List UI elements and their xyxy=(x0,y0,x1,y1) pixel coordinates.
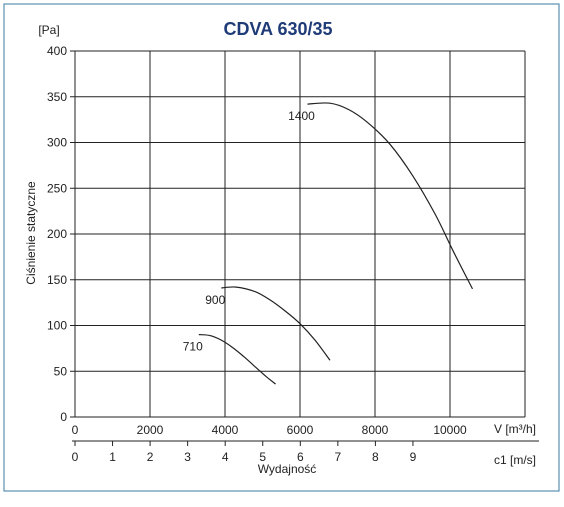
secondary-tick-label: 6 xyxy=(297,450,304,464)
secondary-tick-label: 5 xyxy=(259,450,266,464)
x-tick-label: 4000 xyxy=(212,423,239,437)
secondary-tick-label: 7 xyxy=(335,450,342,464)
y-tick-label: 0 xyxy=(60,410,67,424)
secondary-tick-label: 0 xyxy=(72,450,79,464)
x-axis-label: Wydajność xyxy=(258,462,317,476)
x-tick-label: 6000 xyxy=(287,423,314,437)
curve-label-900: 900 xyxy=(205,293,225,307)
y-tick-label: 150 xyxy=(47,273,67,287)
y-tick-label: 100 xyxy=(47,319,67,333)
curves: 710 900 1400 xyxy=(183,102,474,385)
secondary-tick-label: 3 xyxy=(184,450,191,464)
y-tick-label: 300 xyxy=(47,136,67,150)
secondary-tick-label: 2 xyxy=(147,450,154,464)
curve-710 xyxy=(198,334,276,385)
secondary-axis: 0 1 2 3 4 5 6 7 8 9 xyxy=(72,440,539,464)
curve-900 xyxy=(221,286,331,361)
y-unit-label: [Pa] xyxy=(38,23,59,37)
x-tick-label: 8000 xyxy=(362,423,389,437)
grid xyxy=(70,50,526,418)
curve-label-1400: 1400 xyxy=(288,109,315,123)
secondary-tick-label: 1 xyxy=(109,450,116,464)
y-tick-label: 200 xyxy=(47,227,67,241)
x2-unit-label: c1 [m/s] xyxy=(494,453,536,467)
chart-title: CDVA 630/35 xyxy=(223,19,332,39)
secondary-tick-label: 4 xyxy=(222,450,229,464)
x-tick-label: 2000 xyxy=(137,423,164,437)
outer-border xyxy=(3,3,560,492)
x-tick-label: 10000 xyxy=(433,423,467,437)
curve-label-710: 710 xyxy=(183,340,203,354)
y-tick-label: 50 xyxy=(54,364,68,378)
x-tick-label: 0 xyxy=(72,423,79,437)
curve-1400 xyxy=(307,102,474,290)
x-unit-label: V [m³/h] xyxy=(494,422,536,436)
secondary-tick-label: 8 xyxy=(372,450,379,464)
y-axis-label: Ciśnienie statyczne xyxy=(24,181,38,285)
secondary-tick-label: 9 xyxy=(410,450,417,464)
y-tick-label: 350 xyxy=(47,90,67,104)
y-tick-labels: 0 50 100 150 200 250 300 350 400 xyxy=(47,44,67,424)
x-tick-labels: 0 2000 4000 6000 8000 10000 xyxy=(72,423,467,437)
y-tick-label: 400 xyxy=(47,44,67,58)
y-tick-label: 250 xyxy=(47,181,67,195)
